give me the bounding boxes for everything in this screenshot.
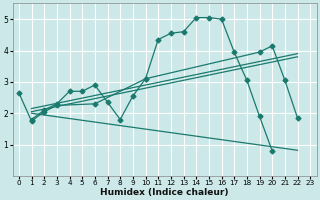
X-axis label: Humidex (Indice chaleur): Humidex (Indice chaleur) xyxy=(100,188,229,197)
